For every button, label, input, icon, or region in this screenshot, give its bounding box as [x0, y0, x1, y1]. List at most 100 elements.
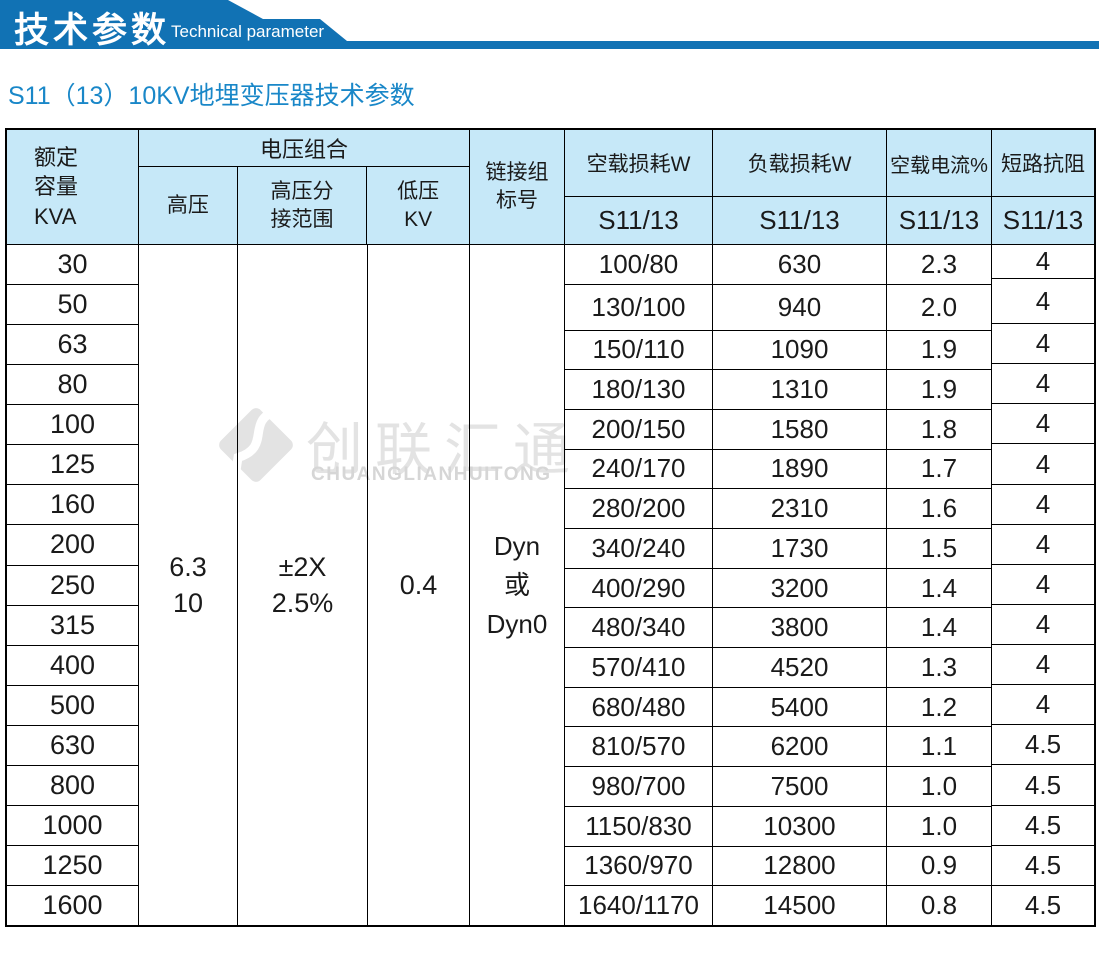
cell-tap-range-value: ±2X 2.5%	[238, 245, 368, 925]
column-no-load-current: 2.3 2.0 1.9 1.9 1.8 1.7 1.6 1.5 1.4 1.4 1.3 1.2 1.1 1…	[887, 245, 992, 925]
table-cell-impedance-8: 4	[992, 565, 1094, 605]
table-cell-no_load_current-12: 1.1	[887, 727, 991, 768]
table-cell-kva-16: 1600	[42, 890, 103, 921]
table-cell-impedance-14: 4.5	[992, 806, 1094, 846]
cell-vector-group-value: Dyn 或 Dyn0	[470, 245, 565, 925]
table-cell-impedance-0: 4	[992, 245, 1094, 280]
table-cell-kva-5: 125	[7, 445, 138, 486]
header-no-load-loss: 空载损耗W S11/13	[565, 130, 713, 244]
table-cell-impedance-12: 4.5	[992, 725, 1094, 766]
table-cell-impedance-11: 4	[992, 685, 1094, 726]
table-cell-impedance-1: 4	[992, 279, 1094, 325]
column-rated-capacity: 30 50 63 80 100 125 160 200 250 315 400 500 630 800 10…	[7, 245, 139, 925]
table-cell-impedance-15: 4.5	[992, 846, 1094, 886]
table-cell-kva-7: 200	[7, 525, 138, 566]
table-cell-impedance-10: 4	[992, 645, 1094, 686]
table-cell-no_load_loss-1: 130/100	[565, 285, 712, 331]
table-cell-load_loss-13: 7500	[713, 767, 886, 807]
table-cell-no_load_current-16: 0.8	[920, 890, 958, 921]
table-cell-load_loss-6: 2310	[713, 489, 886, 530]
table-cell-no_load_current-2: 1.9	[887, 331, 991, 371]
table-cell-impedance-2: 4	[992, 324, 1094, 365]
header-no-load-current: 空载电流% S11/13	[887, 130, 992, 244]
table-cell-no_load_loss-8: 400/290	[565, 569, 712, 609]
page-title: S11（13）10KV地埋变压器技术参数	[8, 82, 415, 110]
table-cell-kva-8: 250	[7, 566, 138, 606]
table-cell-kva-3: 80	[7, 365, 138, 406]
cell-hv-value: 6.3 10	[139, 245, 238, 925]
header-voltage-subrow: 高压 高压分 接范围 低压 KV	[139, 167, 469, 244]
table-cell-kva-14: 1000	[7, 806, 138, 846]
watermark-text-cn: 创联汇通	[306, 418, 582, 482]
watermark-text-en: CHUANGLIANHUITONG	[311, 464, 552, 485]
table-cell-no_load_loss-3: 180/130	[565, 370, 712, 410]
table-body: 30 50 63 80 100 125 160 200 250 315 400 500 630 800 10…	[7, 245, 1094, 925]
table-cell-load_loss-9: 3800	[713, 608, 886, 649]
table-cell-kva-6: 160	[7, 485, 138, 526]
table-cell-no_load_loss-12: 810/570	[565, 727, 712, 768]
table-cell-no_load_loss-2: 150/110	[565, 331, 712, 371]
header-no-load-loss-label: 空载损耗W	[565, 130, 712, 197]
table-cell-no_load_loss-14: 1150/830	[565, 807, 712, 847]
table-cell-no_load_current-5: 1.7	[887, 450, 991, 490]
table-cell-no_load_current-9: 1.4	[887, 608, 991, 649]
header-impedance: 短路抗阻 S11/13	[992, 130, 1094, 244]
table-cell-no_load_current-4: 1.8	[887, 410, 991, 450]
cell-lv-value: 0.4	[368, 245, 470, 925]
table-cell-no_load_loss-5: 240/170	[565, 450, 712, 490]
banner-title-en: Technical parameter	[171, 22, 325, 41]
banner-title-cn: 技术参数	[14, 11, 171, 50]
table-cell-load_loss-16: 14500	[763, 890, 836, 921]
table-cell-impedance-13: 4.5	[992, 765, 1094, 806]
table-cell-impedance-16: 4.5	[1024, 889, 1062, 920]
table-cell-no_load_current-10: 1.3	[887, 648, 991, 688]
table-cell-no_load_current-11: 1.2	[887, 688, 991, 728]
parameters-table: 额定 容量 KVA 电压组合 高压 高压分 接范围 低压 KV 链接组 标号 空…	[5, 128, 1096, 927]
table-cell-no_load_current-6: 1.6	[887, 489, 991, 530]
table-cell-impedance-5: 4	[992, 444, 1094, 485]
table-cell-no_load_current-0: 2.3	[887, 245, 991, 285]
table-cell-load_loss-4: 1580	[713, 410, 886, 450]
table-cell-no_load_loss-16: 1640/1170	[578, 890, 699, 921]
table-cell-no_load_current-1: 2.0	[887, 285, 991, 331]
banner: 技术参数 Technical parameter	[0, 0, 1099, 50]
table-cell-impedance-9: 4	[992, 605, 1094, 646]
table-cell-kva-10: 400	[7, 646, 138, 686]
column-impedance: 4 4 4 4 4 4 4 4 4 4 4 4 4.5 4.5 4.5 4.5 4.5	[992, 245, 1094, 925]
table-cell-no_load_current-3: 1.9	[887, 370, 991, 410]
header-load-loss-label: 负载损耗W	[713, 130, 886, 197]
table-cell-kva-13: 800	[7, 766, 138, 806]
table-cell-no_load_current-13: 1.0	[887, 767, 991, 807]
header-hv-tap-range: 高压分 接范围	[238, 167, 368, 244]
banner-shape	[0, 0, 1099, 49]
table-cell-no_load_loss-4: 200/150	[565, 410, 712, 450]
table-header: 额定 容量 KVA 电压组合 高压 高压分 接范围 低压 KV 链接组 标号 空…	[7, 130, 1094, 245]
header-load-loss: 负载损耗W S11/13	[713, 130, 887, 244]
table-cell-impedance-6: 4	[992, 485, 1094, 525]
table-cell-kva-9: 315	[7, 606, 138, 646]
table-cell-kva-4: 100	[7, 405, 138, 446]
table-cell-no_load_loss-10: 570/410	[565, 648, 712, 688]
header-rated-capacity: 额定 容量 KVA	[7, 130, 139, 244]
table-cell-load_loss-5: 1890	[713, 450, 886, 490]
table-cell-kva-1: 50	[7, 285, 138, 326]
column-load-loss: 630 940 1090 1310 1580 1890 2310 1730 3200 3800 45…	[713, 245, 887, 925]
header-no-load-current-label: 空载电流%	[887, 130, 991, 197]
table-cell-kva-0: 30	[7, 245, 138, 286]
table-cell-load_loss-8: 3200	[713, 569, 886, 609]
table-cell-no_load_loss-11: 680/480	[565, 688, 712, 728]
table-cell-impedance-7: 4	[992, 525, 1094, 565]
table-cell-load_loss-3: 1310	[713, 370, 886, 410]
table-cell-load_loss-10: 4520	[713, 648, 886, 688]
table-cell-impedance-4: 4	[992, 404, 1094, 445]
header-low-voltage: 低压 KV	[397, 180, 440, 231]
table-cell-no_load_current-7: 1.5	[887, 529, 991, 569]
header-voltage-group: 电压组合 高压 高压分 接范围 低压 KV	[139, 130, 470, 244]
header-load-loss-model: S11/13	[759, 205, 840, 235]
table-cell-kva-12: 630	[7, 726, 138, 766]
table-cell-no_load_loss-0: 100/80	[565, 245, 712, 285]
table-cell-no_load_loss-7: 340/240	[565, 529, 712, 569]
table-cell-kva-11: 500	[7, 686, 138, 726]
table-cell-load_loss-0: 630	[713, 245, 886, 285]
